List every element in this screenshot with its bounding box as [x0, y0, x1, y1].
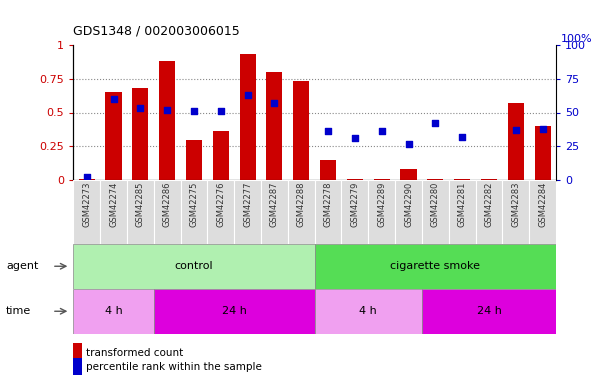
Bar [454, 178, 470, 180]
Text: 100%: 100% [561, 34, 593, 44]
Bar [100, 180, 127, 244]
Bar [502, 180, 529, 244]
Text: 24 h: 24 h [222, 306, 247, 316]
Text: GSM42279: GSM42279 [350, 182, 359, 227]
Bar [133, 88, 148, 180]
Bar [508, 103, 524, 180]
Point [269, 100, 279, 106]
Bar [315, 244, 556, 289]
Bar [422, 180, 448, 244]
Point [430, 120, 440, 126]
Point [511, 127, 521, 133]
Bar [213, 131, 229, 180]
Bar [320, 160, 336, 180]
Bar [400, 169, 417, 180]
Bar [347, 178, 363, 180]
Bar [422, 289, 556, 334]
Point [189, 108, 199, 114]
Bar [535, 126, 551, 180]
Text: GSM42289: GSM42289 [377, 182, 386, 227]
Point [216, 108, 225, 114]
Bar [374, 178, 390, 180]
Text: GSM42275: GSM42275 [189, 182, 199, 227]
Point [109, 96, 119, 102]
Text: GSM42277: GSM42277 [243, 182, 252, 227]
Bar [266, 72, 282, 180]
Bar [73, 289, 154, 334]
Text: GSM42274: GSM42274 [109, 182, 118, 227]
Text: GSM42273: GSM42273 [82, 182, 91, 227]
Text: GSM42288: GSM42288 [297, 182, 306, 227]
Point [136, 105, 145, 111]
Bar [481, 179, 497, 180]
Bar [207, 180, 234, 244]
Point [350, 135, 360, 141]
Text: GDS1348 / 002003006015: GDS1348 / 002003006015 [73, 24, 240, 38]
Text: GSM42278: GSM42278 [324, 182, 332, 227]
Bar [159, 61, 175, 180]
Point [163, 107, 172, 113]
Bar [127, 180, 154, 244]
Point [404, 141, 414, 147]
Bar [293, 81, 309, 180]
Point [538, 126, 547, 132]
Bar [288, 180, 315, 244]
Text: percentile rank within the sample: percentile rank within the sample [86, 363, 262, 372]
Bar [154, 289, 315, 334]
Text: GSM42283: GSM42283 [511, 182, 521, 227]
Bar [448, 180, 475, 244]
Bar [240, 54, 255, 180]
Bar [315, 180, 342, 244]
Text: GSM42287: GSM42287 [270, 182, 279, 227]
Text: control: control [175, 261, 213, 271]
Text: agent: agent [6, 261, 38, 271]
Bar [234, 180, 261, 244]
Text: 4 h: 4 h [359, 306, 377, 316]
Bar [106, 92, 122, 180]
Bar [315, 289, 422, 334]
Text: GSM42276: GSM42276 [216, 182, 225, 227]
Bar [529, 180, 556, 244]
Point [323, 128, 333, 134]
Text: GSM42285: GSM42285 [136, 182, 145, 227]
Bar [261, 180, 288, 244]
Bar [73, 244, 315, 289]
Point [82, 174, 92, 180]
Point [243, 92, 252, 98]
Bar [186, 140, 202, 180]
Text: GSM42282: GSM42282 [485, 182, 494, 227]
Text: 4 h: 4 h [104, 306, 122, 316]
Text: GSM42280: GSM42280 [431, 182, 440, 227]
Bar [427, 178, 444, 180]
Bar [79, 179, 95, 180]
Bar [475, 180, 502, 244]
Bar [73, 180, 100, 244]
Text: 24 h: 24 h [477, 306, 502, 316]
Point [457, 134, 467, 140]
Text: GSM42286: GSM42286 [163, 182, 172, 227]
Bar [342, 180, 368, 244]
Bar [181, 180, 207, 244]
Point [377, 128, 387, 134]
Text: GSM42284: GSM42284 [538, 182, 547, 227]
Bar [154, 180, 181, 244]
Text: time: time [6, 306, 31, 316]
Text: GSM42281: GSM42281 [458, 182, 467, 227]
Bar [368, 180, 395, 244]
Bar [395, 180, 422, 244]
Text: GSM42290: GSM42290 [404, 182, 413, 227]
Text: cigarette smoke: cigarette smoke [390, 261, 480, 271]
Text: transformed count: transformed count [86, 348, 183, 357]
